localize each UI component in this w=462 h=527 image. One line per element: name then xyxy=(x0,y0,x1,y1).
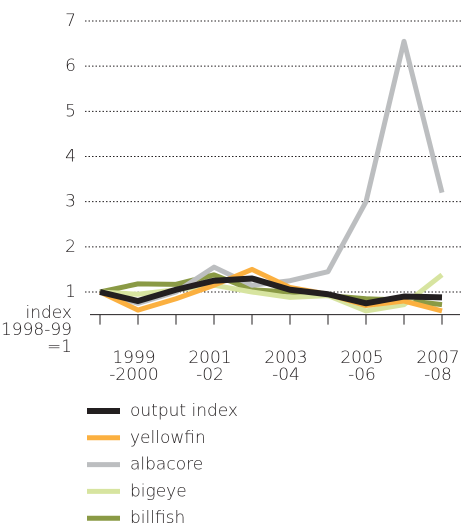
x-tick-label: 2003 -04 xyxy=(264,348,307,385)
y-tick-label: 5 xyxy=(65,101,76,121)
legend-label: billfish xyxy=(130,508,185,527)
legend-label: yellowfin xyxy=(130,428,206,448)
line-series xyxy=(99,275,443,307)
y-tick-label: 6 xyxy=(65,56,76,76)
y-tick-label: 7 xyxy=(65,11,76,31)
y-tick-label: 1 xyxy=(65,282,76,302)
x-tick-label: 2005 -06 xyxy=(340,348,383,385)
y-tick-label: 4 xyxy=(65,147,76,167)
line-series xyxy=(98,266,443,314)
y-axis-label: index 1998-99 =1 xyxy=(1,303,72,357)
line-series xyxy=(99,38,445,306)
x-tick-label: 1999 -2000 xyxy=(109,348,158,385)
line-series xyxy=(99,272,444,314)
x-tick-label: 2001 -02 xyxy=(188,348,231,385)
y-tick-label: 3 xyxy=(65,192,76,212)
y-tick-label: 2 xyxy=(65,237,76,257)
legend-label: albacore xyxy=(130,455,203,475)
legend-label: output index xyxy=(130,401,238,421)
legend-label: bigeye xyxy=(130,481,187,501)
x-tick-label: 2007 -08 xyxy=(416,348,459,385)
